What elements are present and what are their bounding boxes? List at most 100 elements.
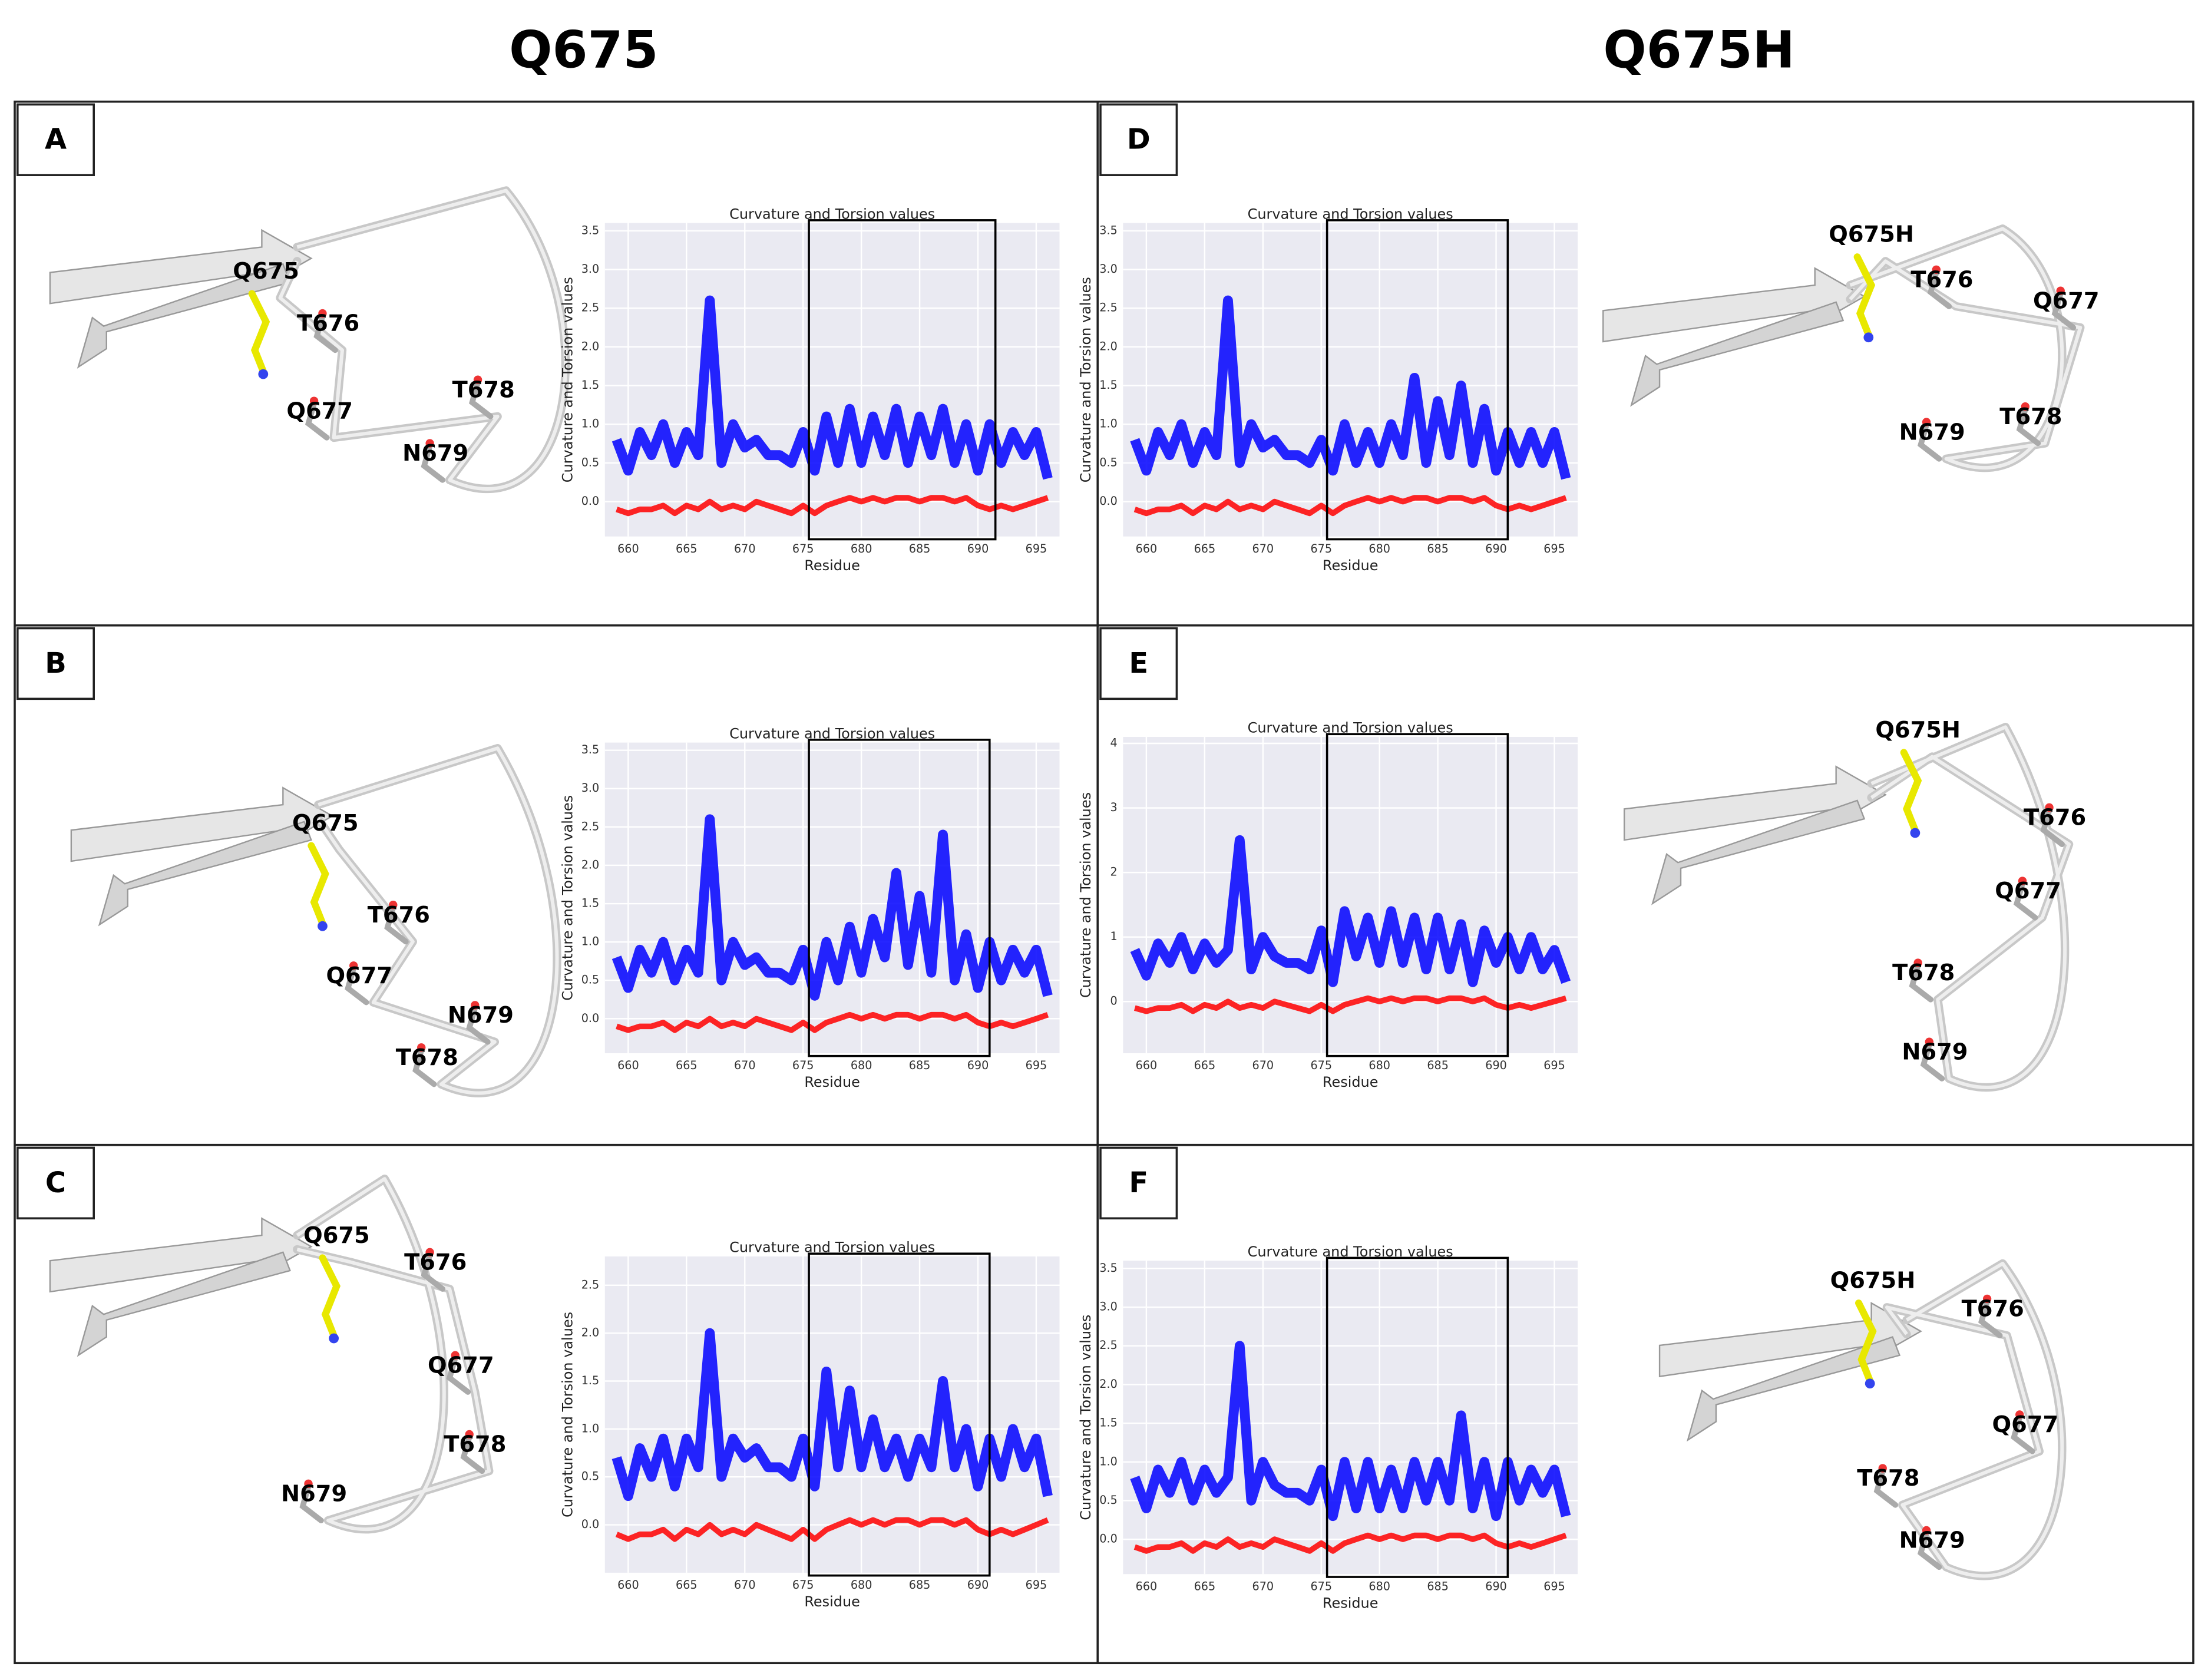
- x-tick-label: 685: [1427, 1579, 1449, 1593]
- y-tick-label: 3.0: [581, 781, 599, 795]
- residue-label: T676: [2024, 805, 2086, 831]
- side-chain: [345, 965, 369, 1006]
- column-title: Q675: [509, 21, 658, 80]
- side-chain: [1978, 1298, 2003, 1339]
- atom: [425, 439, 434, 448]
- column-title: Q675H: [1603, 21, 1795, 80]
- y-axis-label: Curvature and Torsion values: [1077, 277, 1094, 482]
- atom: [1878, 1464, 1887, 1473]
- y-tick-label: 0.5: [1099, 455, 1117, 469]
- beta-strand: [77, 263, 291, 369]
- x-tick-label: 670: [1252, 1059, 1274, 1072]
- molecule: [49, 186, 570, 494]
- loop-edge: [316, 746, 559, 1095]
- residue-label: T678: [396, 1044, 458, 1071]
- atom: [1932, 265, 1941, 274]
- molecule: [1658, 1259, 2067, 1580]
- panel-label: E: [1129, 647, 1148, 680]
- side-chain: [1855, 1299, 1877, 1384]
- x-tick-label: 665: [1194, 542, 1216, 555]
- y-tick-label: 0.5: [581, 1470, 599, 1483]
- panel-label: C: [45, 1167, 66, 1199]
- y-tick-label: 1.0: [581, 935, 599, 948]
- atom: [1865, 1378, 1875, 1389]
- atom: [318, 309, 327, 318]
- x-tick-label: 680: [1369, 1059, 1390, 1072]
- residue-label: T678: [452, 376, 515, 403]
- y-tick-label: 3.0: [581, 262, 599, 276]
- residue-label: T678: [1892, 960, 1955, 986]
- side-chain: [460, 1434, 485, 1474]
- x-tick-label: 685: [909, 1578, 931, 1592]
- x-tick-label: 680: [1369, 1579, 1390, 1593]
- residue-label: N679: [281, 1481, 347, 1507]
- x-tick-label: 680: [851, 1578, 872, 1592]
- y-tick-label: 0.0: [1099, 1532, 1117, 1546]
- x-axis-label: Residue: [804, 557, 860, 574]
- y-axis-label: Curvature and Torsion values: [559, 1312, 576, 1517]
- side-chain: [1927, 269, 1952, 309]
- x-tick-label: 685: [909, 1059, 931, 1072]
- x-tick-label: 690: [967, 1578, 989, 1592]
- y-tick-label: 3.5: [1099, 1261, 1117, 1275]
- y-tick-label: 2.0: [581, 1326, 599, 1340]
- residue-label: Q677: [2033, 287, 2100, 314]
- y-tick-label: 2.0: [1099, 1377, 1117, 1391]
- x-tick-label: 660: [617, 1578, 639, 1592]
- residue-label: N679: [448, 1002, 514, 1028]
- x-tick-label: 670: [734, 1578, 756, 1592]
- highlight-box: [1326, 219, 1509, 541]
- atom: [349, 961, 358, 970]
- residue-label: Q675H: [1830, 1268, 1916, 1294]
- molecule: [1602, 224, 2085, 472]
- side-chain: [313, 313, 338, 353]
- atom: [389, 901, 398, 910]
- y-tick-label: 1.0: [581, 1421, 599, 1435]
- y-tick-label: 3.0: [1099, 262, 1117, 276]
- y-tick-label: 3: [1110, 801, 1118, 814]
- highlight-box: [808, 1252, 991, 1577]
- residue-label: T676: [1962, 1296, 2024, 1322]
- y-tick-label: 3.5: [1099, 223, 1117, 237]
- side-chain: [1917, 1530, 1942, 1570]
- atom: [425, 1248, 434, 1257]
- residue-label: Q675: [233, 258, 299, 285]
- residue-label: N679: [402, 440, 468, 467]
- x-tick-label: 660: [617, 1059, 639, 1072]
- x-tick-label: 675: [1310, 542, 1332, 555]
- x-tick-label: 665: [1194, 1059, 1216, 1072]
- y-tick-label: 3.5: [581, 743, 599, 756]
- side-chain: [1917, 422, 1942, 462]
- y-axis-label: Curvature and Torsion values: [559, 277, 576, 482]
- series-line: [1133, 1532, 1567, 1554]
- atom: [2018, 877, 2027, 885]
- residue-label: Q677: [1992, 1411, 2059, 1438]
- y-tick-label: 1.0: [1099, 1454, 1117, 1468]
- x-tick-label: 690: [967, 1059, 989, 1072]
- y-tick-label: 2.5: [1099, 301, 1117, 315]
- highlight-box: [808, 219, 997, 541]
- atom: [465, 1430, 474, 1439]
- highlight-box: [1326, 1256, 1509, 1578]
- loop-edge: [278, 188, 567, 491]
- side-chain: [1909, 963, 1934, 1003]
- x-tick-label: 695: [1026, 1059, 1047, 1072]
- y-tick-label: 0.5: [1099, 1493, 1117, 1507]
- y-axis-label: Curvature and Torsion values: [1077, 792, 1094, 998]
- side-chain: [308, 842, 329, 927]
- residue-label: Q677: [286, 398, 353, 424]
- y-tick-label: 0.0: [581, 1517, 599, 1531]
- panel-label-box: [1099, 103, 1178, 176]
- series-line: [1133, 495, 1567, 517]
- panel-label-box: [16, 103, 95, 176]
- x-tick-label: 680: [851, 542, 872, 555]
- panel-label-box: [1099, 627, 1178, 700]
- atom: [2015, 1410, 2024, 1419]
- x-tick-label: 690: [1485, 1579, 1507, 1593]
- y-tick-label: 2.5: [1099, 1338, 1117, 1352]
- x-tick-label: 670: [1252, 1579, 1274, 1593]
- atom: [471, 1001, 480, 1010]
- x-axis-label: Residue: [1323, 1595, 1379, 1612]
- x-tick-label: 685: [909, 542, 931, 555]
